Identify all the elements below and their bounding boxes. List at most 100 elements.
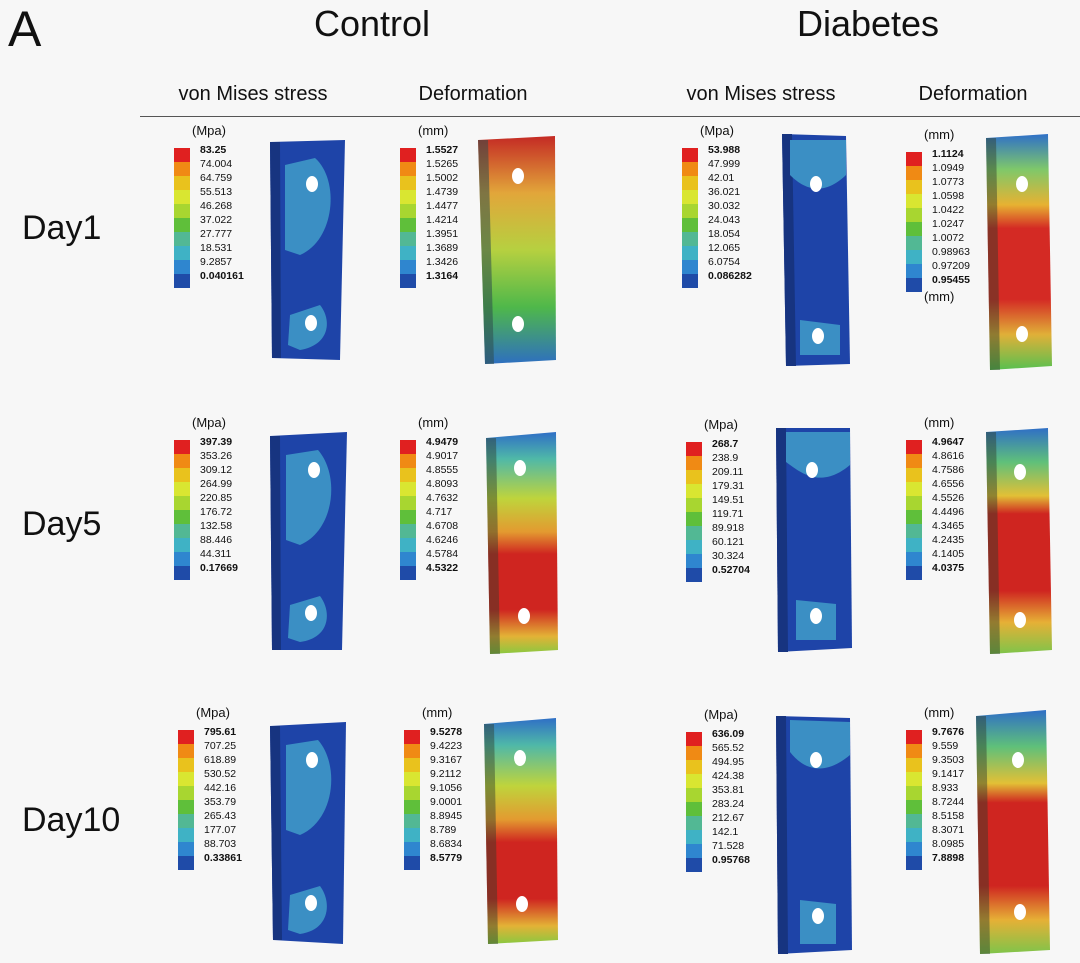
legend-swatch xyxy=(686,844,702,858)
legend-value: 71.528 xyxy=(712,840,745,852)
legend-swatch xyxy=(906,482,922,496)
legend-value: 8.3071 xyxy=(932,824,965,836)
legend-value: 36.021 xyxy=(708,186,741,198)
legend-unit: (mm) xyxy=(418,123,449,138)
legend-swatch xyxy=(686,830,702,844)
legend-value: 37.022 xyxy=(200,214,233,226)
legend-swatch xyxy=(906,730,922,744)
legend-unit: (Mpa) xyxy=(704,707,738,722)
legend-swatch xyxy=(400,190,416,204)
legend-diabetes-deformation-day10: (mm) 9.7676 9.559 9.3503 9.1417 8.933 8.7244 8.… xyxy=(906,706,1016,896)
legend-swatch xyxy=(906,152,922,166)
legend-value: 47.999 xyxy=(708,158,741,170)
legend-swatch xyxy=(906,468,922,482)
legend-value: 179.31 xyxy=(712,480,745,492)
legend-value: 177.07 xyxy=(204,824,237,836)
legend-value: 30.032 xyxy=(708,200,741,212)
legend-swatch xyxy=(906,454,922,468)
legend-unit: (Mpa) xyxy=(700,123,734,138)
legend-value: 55.513 xyxy=(200,186,233,198)
model-control-day1-deformation xyxy=(478,136,556,364)
column-title-diabetes-deformation: Deformation xyxy=(918,83,1028,105)
legend-value: 238.9 xyxy=(712,452,739,464)
legend-swatch xyxy=(404,828,420,842)
legend-swatch xyxy=(404,772,420,786)
legend-swatch xyxy=(404,730,420,744)
legend-value: 442.16 xyxy=(204,782,237,794)
legend-value: 60.121 xyxy=(712,536,745,548)
legend-value: 4.8093 xyxy=(426,478,459,490)
legend-swatch xyxy=(174,176,190,190)
legend-swatch xyxy=(174,510,190,524)
legend-swatch xyxy=(686,774,702,788)
legend-value: 1.0773 xyxy=(932,176,965,188)
legend-value: 7.8898 xyxy=(932,852,965,864)
legend-swatch xyxy=(400,148,416,162)
model-control-day10-deformation xyxy=(484,718,558,944)
legend-swatch xyxy=(400,524,416,538)
legend-swatch xyxy=(174,482,190,496)
legend-value: 0.040161 xyxy=(200,270,244,282)
legend-diabetes-stress-day5: (Mpa) 268.7 238.9 209.11 179.31 149.51 119.71 8… xyxy=(686,418,796,608)
legend-swatch xyxy=(686,746,702,760)
legend-value: 46.268 xyxy=(200,200,233,212)
legend-swatch xyxy=(686,512,702,526)
legend-control-stress-day1: (Mpa) 83.25 74.004 64.759 55.513 46.268 37.022… xyxy=(174,124,284,314)
legend-swatch xyxy=(686,816,702,830)
legend-swatch xyxy=(906,786,922,800)
legend-value: 64.759 xyxy=(200,172,233,184)
legend-swatch xyxy=(906,264,922,278)
legend-swatch xyxy=(404,842,420,856)
legend-swatch xyxy=(174,148,190,162)
row-label-day5: Day5 xyxy=(22,505,102,543)
legend-value: 9.559 xyxy=(932,740,959,752)
legend-swatch xyxy=(174,440,190,454)
legend-swatch xyxy=(682,218,698,232)
legend-value: 424.38 xyxy=(712,770,745,782)
legend-value: 142.1 xyxy=(712,826,739,838)
legend-value: 9.1056 xyxy=(430,782,463,794)
legend-value: 12.065 xyxy=(708,242,741,254)
legend-swatch xyxy=(400,482,416,496)
legend-swatch xyxy=(178,800,194,814)
legend-value: 1.0072 xyxy=(932,232,965,244)
column-title-control-deformation: Deformation xyxy=(418,83,528,105)
legend-value: 9.3503 xyxy=(932,754,965,766)
legend-swatch xyxy=(178,814,194,828)
legend-value: 530.52 xyxy=(204,768,237,780)
legend-unit: (mm) xyxy=(418,415,449,430)
legend-value: 265.43 xyxy=(204,810,237,822)
legend-value: 9.5278 xyxy=(430,726,463,738)
legend-swatch xyxy=(686,540,702,554)
legend-swatch xyxy=(174,454,190,468)
legend-unit: (Mpa) xyxy=(704,417,738,432)
legend-value: 27.777 xyxy=(200,228,233,240)
legend-value: 0.17669 xyxy=(200,562,238,574)
legend-swatch xyxy=(906,828,922,842)
legend-swatch xyxy=(174,538,190,552)
legend-value: 264.99 xyxy=(200,478,233,490)
legend-swatch xyxy=(174,274,190,288)
legend-swatch xyxy=(906,180,922,194)
model-diabetes-day1-deformation xyxy=(986,134,1052,370)
legend-swatch xyxy=(686,442,702,456)
legend-value: 565.52 xyxy=(712,742,745,754)
legend-value: 1.0247 xyxy=(932,218,965,230)
legend-value: 1.5527 xyxy=(426,144,459,156)
legend-swatch xyxy=(906,236,922,250)
legend-unit: (mm) xyxy=(924,415,955,430)
legend-value: 24.043 xyxy=(708,214,741,226)
legend-swatch xyxy=(174,468,190,482)
legend-value: 4.6246 xyxy=(426,534,459,546)
legend-value: 1.4739 xyxy=(426,186,459,198)
group-title-diabetes: Diabetes xyxy=(796,3,940,44)
legend-value: 30.324 xyxy=(712,550,745,562)
legend-swatch xyxy=(174,496,190,510)
model-diabetes-day5-deformation xyxy=(986,428,1052,654)
legend-swatch xyxy=(906,208,922,222)
legend-value: 4.8555 xyxy=(426,464,459,476)
legend-value: 353.79 xyxy=(204,796,237,808)
legend-value: 176.72 xyxy=(200,506,233,518)
legend-swatch xyxy=(174,260,190,274)
legend-swatch xyxy=(682,232,698,246)
